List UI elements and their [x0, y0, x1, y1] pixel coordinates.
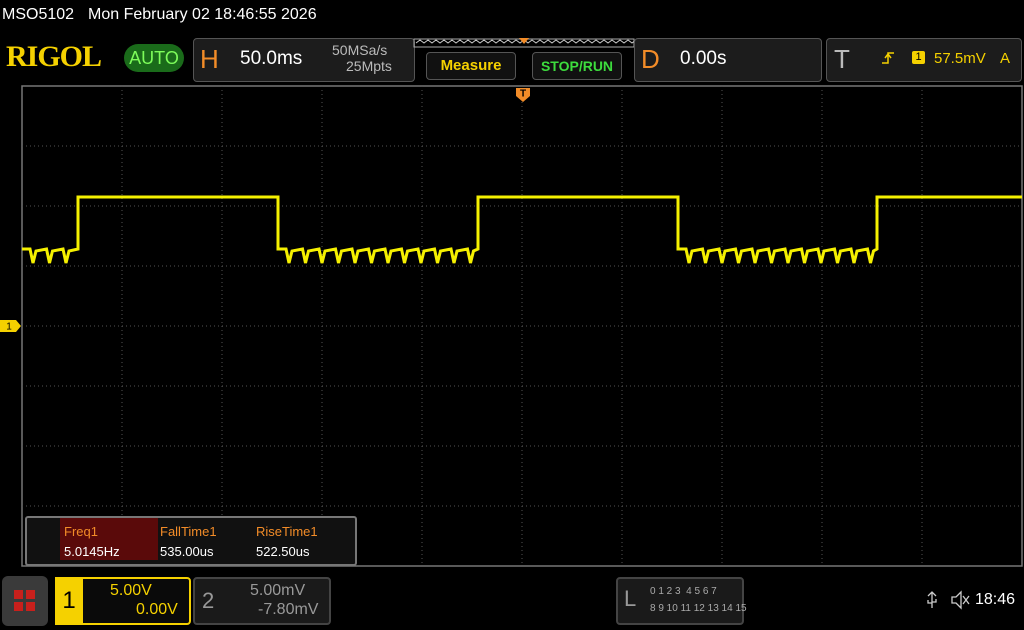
- delay-panel[interactable]: [634, 38, 822, 82]
- delay-label: D: [641, 44, 660, 74]
- measurement-value: 522.50us: [256, 544, 310, 559]
- trigger-mode: A: [1000, 50, 1011, 67]
- channel-1-label: 1: [55, 577, 83, 625]
- datetime: Mon February 02 18:46:55 2026: [88, 6, 317, 23]
- channel-1-offset: 0.00V: [136, 601, 178, 618]
- trigger-edge-icon: [882, 52, 894, 64]
- trigger-level: 57.5mV: [934, 50, 986, 67]
- measurement-name: FallTime1: [160, 524, 217, 539]
- run-mode[interactable]: AUTO: [124, 44, 184, 72]
- trigger-label: T: [834, 44, 850, 74]
- menu-button[interactable]: [2, 576, 48, 626]
- trigger-position-marker[interactable]: [516, 88, 530, 102]
- status-icons: [927, 590, 970, 610]
- channel-2-label: 2: [202, 588, 215, 613]
- measure-button[interactable]: Measure: [426, 52, 516, 80]
- memory-bar: [413, 38, 636, 48]
- trigger-channel: 1: [912, 51, 925, 64]
- measurement-name: RiseTime1: [256, 524, 318, 539]
- stop-run-button[interactable]: STOP/RUN: [532, 52, 622, 80]
- horizontal-panel[interactable]: [193, 38, 415, 82]
- measurement-name: Freq1: [64, 524, 98, 539]
- horizontal-label: H: [200, 44, 219, 74]
- ground-marker[interactable]: [0, 320, 21, 332]
- channel-1-scale: 5.00V: [110, 582, 152, 599]
- measurement-value: 535.00us: [160, 544, 214, 559]
- channel-2-panel[interactable]: [193, 577, 331, 625]
- logic-panel[interactable]: [616, 577, 744, 625]
- channel-1-waveform: [22, 195, 1022, 264]
- logic-label: L: [624, 586, 637, 611]
- delay-value: 0.00s: [680, 48, 727, 69]
- logic-channels-low: 0 1 2 3 4 5 6 7: [650, 586, 717, 597]
- model: MSO5102: [2, 6, 75, 23]
- channel-2-offset: -7.80mV: [258, 601, 319, 618]
- ground-marker-label: 1: [6, 322, 12, 333]
- measurement-value: 5.0145Hz: [64, 544, 120, 559]
- clock: 18:46: [975, 591, 1016, 608]
- brand: RIGOL: [6, 40, 102, 73]
- channel-2-scale: 5.00mV: [250, 582, 306, 599]
- trigger-marker-label: T: [520, 89, 526, 100]
- timebase: 50.0ms: [240, 48, 303, 69]
- freq-highlight: [60, 518, 158, 560]
- sample-rate: 50MSa/s: [332, 42, 388, 58]
- waveform-area: T 1: [0, 85, 1023, 567]
- logic-channels-high: 8 9 10 11 12 13 14 15: [650, 603, 747, 614]
- memory-depth: 25Mpts: [346, 58, 392, 74]
